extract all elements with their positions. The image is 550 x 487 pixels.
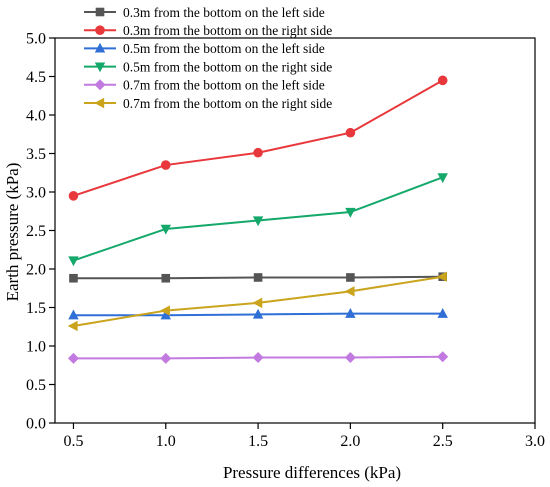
y-tick-label: 5.0 (26, 31, 46, 48)
y-tick-label: 4.5 (26, 69, 46, 86)
series-1 (69, 272, 447, 283)
series-layer (67, 75, 449, 364)
series-4 (68, 173, 448, 267)
data-point (160, 309, 171, 320)
data-point (437, 307, 448, 318)
data-point (252, 216, 264, 227)
x-axis-title: Pressure differences (kPa) (223, 463, 401, 482)
legend-item: 0.5m from the bottom on the left side (84, 41, 325, 56)
data-point (253, 147, 263, 158)
data-point (68, 309, 79, 320)
data-point (436, 271, 447, 282)
data-point (68, 191, 79, 201)
y-axis-title: Earth pressure (kPa) (3, 163, 22, 302)
data-point (345, 207, 356, 218)
data-point (437, 75, 448, 86)
x-tick-label: 1.5 (248, 433, 268, 450)
y-tick-label: 1.0 (26, 339, 46, 356)
legend-item: 0.7m from the bottom on the left side (84, 78, 325, 93)
legend-marker (94, 42, 106, 53)
data-point (252, 308, 264, 319)
series-6 (67, 271, 447, 332)
data-point (345, 307, 356, 318)
data-point (437, 351, 449, 363)
data-point (252, 297, 263, 309)
y-tick-label: 3.0 (26, 185, 46, 202)
legend-label: 0.3m from the bottom on the right side (123, 23, 332, 38)
data-point (160, 305, 170, 316)
legend-marker (94, 62, 106, 73)
y-tick-label: 2.5 (26, 223, 46, 240)
legend-item: 0.5m from the bottom on the right side (84, 59, 332, 74)
data-point (252, 352, 264, 364)
legend-label: 0.7m from the bottom on the left side (123, 78, 325, 93)
x-tick-label: 1.0 (156, 433, 176, 450)
data-point (345, 127, 356, 138)
data-point (161, 273, 171, 283)
x-tick-label: 3.0 (525, 433, 545, 450)
legend-label: 0.5m from the bottom on the left side (123, 41, 325, 56)
data-point (344, 352, 356, 364)
series-2 (68, 75, 448, 201)
data-point (437, 173, 448, 184)
y-tick-label: 0.0 (26, 416, 46, 433)
x-tick-label: 2.0 (340, 433, 360, 450)
data-point (346, 273, 355, 282)
data-point (160, 224, 171, 235)
legend-label: 0.7m from the bottom on the right side (123, 96, 332, 111)
legend-marker (94, 97, 105, 109)
legend-item: 0.3m from the bottom on the left side (84, 5, 325, 20)
legend-item: 0.7m from the bottom on the right side (84, 96, 332, 111)
legend-marker (94, 79, 106, 91)
y-tick-label: 0.5 (26, 377, 46, 394)
x-tick-label: 2.5 (433, 433, 453, 450)
x-tick-label: 0.5 (63, 433, 83, 450)
y-tick-label: 2.0 (26, 262, 46, 279)
legend-label: 0.5m from the bottom on the right side (123, 59, 332, 74)
data-point (344, 286, 355, 297)
legend-marker (95, 25, 105, 35)
axes: 0.0 0.5 1.0 1.5 2.0 2.5 3.0 3.5 4.0 4.5 5.0 0.5 1.0 1… (26, 31, 545, 451)
data-point (253, 273, 263, 282)
y-tick-label: 1.5 (26, 300, 46, 317)
data-point (67, 320, 78, 332)
y-tick-label: 3.5 (26, 146, 46, 163)
legend-item: 0.3m from the bottom on the right side (84, 23, 332, 38)
data-point (68, 256, 79, 267)
legend-marker (95, 7, 105, 17)
legend: 0.3m from the bottom on the left side 0.3… (84, 5, 332, 111)
series-5 (67, 351, 449, 364)
legend-label: 0.3m from the bottom on the left side (123, 5, 325, 20)
data-point (69, 273, 78, 283)
y-tick-label: 4.0 (26, 108, 46, 125)
data-point (67, 352, 79, 364)
data-point (160, 160, 171, 170)
data-point (160, 352, 172, 364)
